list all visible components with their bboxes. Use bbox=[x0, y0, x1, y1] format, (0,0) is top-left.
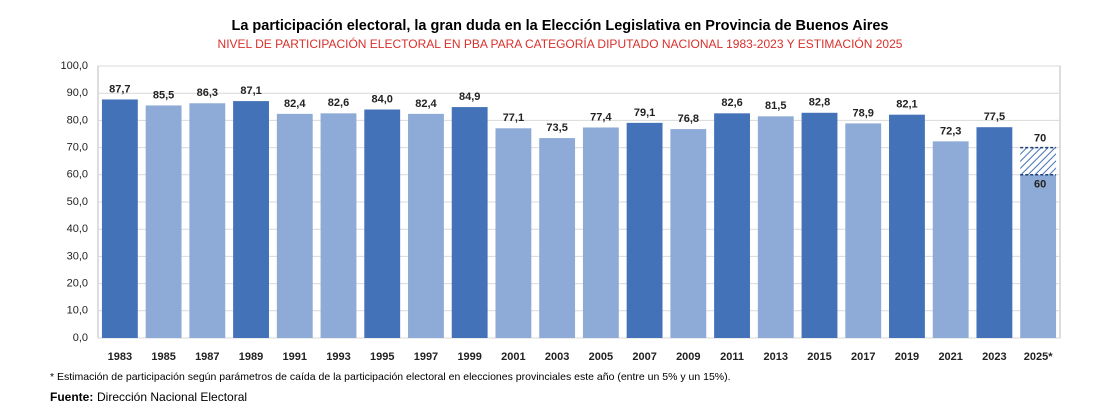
bar bbox=[364, 109, 401, 339]
bar bbox=[539, 138, 576, 338]
x-tick-label: 2003 bbox=[545, 351, 569, 363]
bar bbox=[626, 122, 663, 339]
bar bbox=[233, 101, 269, 338]
estimate-low-label: 60 bbox=[1034, 179, 1046, 191]
x-tick-label: 1991 bbox=[283, 351, 307, 363]
bar bbox=[845, 123, 882, 338]
y-tick-label: 20,0 bbox=[67, 278, 88, 290]
value-label: 87,7 bbox=[109, 83, 130, 95]
x-tick-label: 1985 bbox=[151, 351, 175, 363]
value-label: 72,3 bbox=[940, 125, 961, 137]
y-tick-label: 10,0 bbox=[67, 305, 88, 317]
value-label: 78,9 bbox=[853, 107, 874, 119]
x-tick-label: 2007 bbox=[632, 351, 656, 363]
bar bbox=[932, 141, 969, 338]
value-label: 82,1 bbox=[896, 99, 917, 111]
bar bbox=[714, 113, 750, 338]
chart-subtitle: NIVEL DE PARTICIPACIÓN ELECTORAL EN PBA … bbox=[218, 36, 903, 51]
estimate-bar bbox=[1020, 174, 1057, 338]
x-tick-label: 2023 bbox=[982, 351, 1006, 363]
x-tick-label: 1993 bbox=[326, 351, 350, 363]
value-label: 79,1 bbox=[634, 107, 655, 119]
y-tick-label: 30,0 bbox=[67, 250, 88, 262]
chart-title: La participación electoral, la gran duda… bbox=[231, 18, 888, 34]
value-label: 82,4 bbox=[415, 98, 437, 110]
value-label: 86,3 bbox=[197, 87, 218, 99]
bar bbox=[495, 128, 532, 338]
x-tick-label: 1989 bbox=[239, 351, 263, 363]
x-tick-label: 2005 bbox=[589, 351, 613, 363]
bar bbox=[670, 129, 707, 338]
x-tick-label: 1999 bbox=[457, 351, 481, 363]
x-tick-label: 2019 bbox=[895, 351, 919, 363]
value-label: 77,5 bbox=[984, 111, 1005, 123]
y-tick-label: 50,0 bbox=[67, 196, 88, 208]
value-label: 77,1 bbox=[503, 112, 524, 124]
value-label: 82,6 bbox=[721, 97, 742, 109]
bar bbox=[145, 105, 182, 338]
bar bbox=[408, 113, 444, 338]
y-tick-label: 100,0 bbox=[60, 60, 88, 72]
bar bbox=[451, 107, 488, 339]
value-label: 81,5 bbox=[765, 100, 786, 112]
bar bbox=[101, 99, 138, 339]
x-tick-label: 2017 bbox=[851, 351, 875, 363]
x-tick-label: 1995 bbox=[370, 351, 394, 363]
y-tick-label: 0,0 bbox=[73, 332, 88, 344]
bar bbox=[801, 112, 838, 338]
y-tick-label: 40,0 bbox=[67, 223, 88, 235]
x-tick-label: 2001 bbox=[501, 351, 525, 363]
source: Dirección Nacional Electoral bbox=[97, 390, 247, 404]
y-tick-label: 80,0 bbox=[67, 114, 88, 126]
value-label: 77,4 bbox=[590, 111, 612, 123]
value-label: 84,0 bbox=[372, 93, 393, 105]
value-label: 85,5 bbox=[153, 89, 174, 101]
bar bbox=[582, 127, 619, 338]
value-label: 82,4 bbox=[284, 98, 306, 110]
source-label: Fuente: bbox=[50, 390, 93, 404]
bar bbox=[889, 114, 925, 338]
x-tick-label: 2015 bbox=[807, 351, 831, 363]
value-label: 82,6 bbox=[328, 97, 349, 109]
bar bbox=[189, 103, 226, 338]
value-label: 73,5 bbox=[546, 122, 567, 134]
y-tick-label: 90,0 bbox=[67, 87, 88, 99]
value-label: 76,8 bbox=[678, 113, 699, 125]
y-tick-label: 60,0 bbox=[67, 169, 88, 181]
x-tick-label: 1983 bbox=[108, 351, 132, 363]
x-tick-label: 1987 bbox=[195, 351, 219, 363]
estimate-high-label: 70 bbox=[1034, 133, 1046, 145]
x-tick-label: 2011 bbox=[720, 351, 744, 363]
x-tick-label: 2025* bbox=[1024, 351, 1053, 363]
bar bbox=[757, 116, 794, 338]
y-tick-label: 70,0 bbox=[67, 142, 88, 154]
footnote: * Estimación de participación según pará… bbox=[50, 371, 731, 383]
value-label: 87,1 bbox=[240, 85, 261, 97]
x-tick-label: 2021 bbox=[938, 351, 962, 363]
bar bbox=[976, 127, 1013, 338]
x-tick-label: 2013 bbox=[764, 351, 788, 363]
estimate-range bbox=[1020, 147, 1057, 175]
value-label: 82,8 bbox=[809, 97, 830, 109]
x-tick-label: 1997 bbox=[414, 351, 438, 363]
bar bbox=[276, 113, 313, 338]
value-label: 84,9 bbox=[459, 91, 480, 103]
bar bbox=[320, 113, 357, 338]
x-tick-label: 2009 bbox=[676, 351, 700, 363]
